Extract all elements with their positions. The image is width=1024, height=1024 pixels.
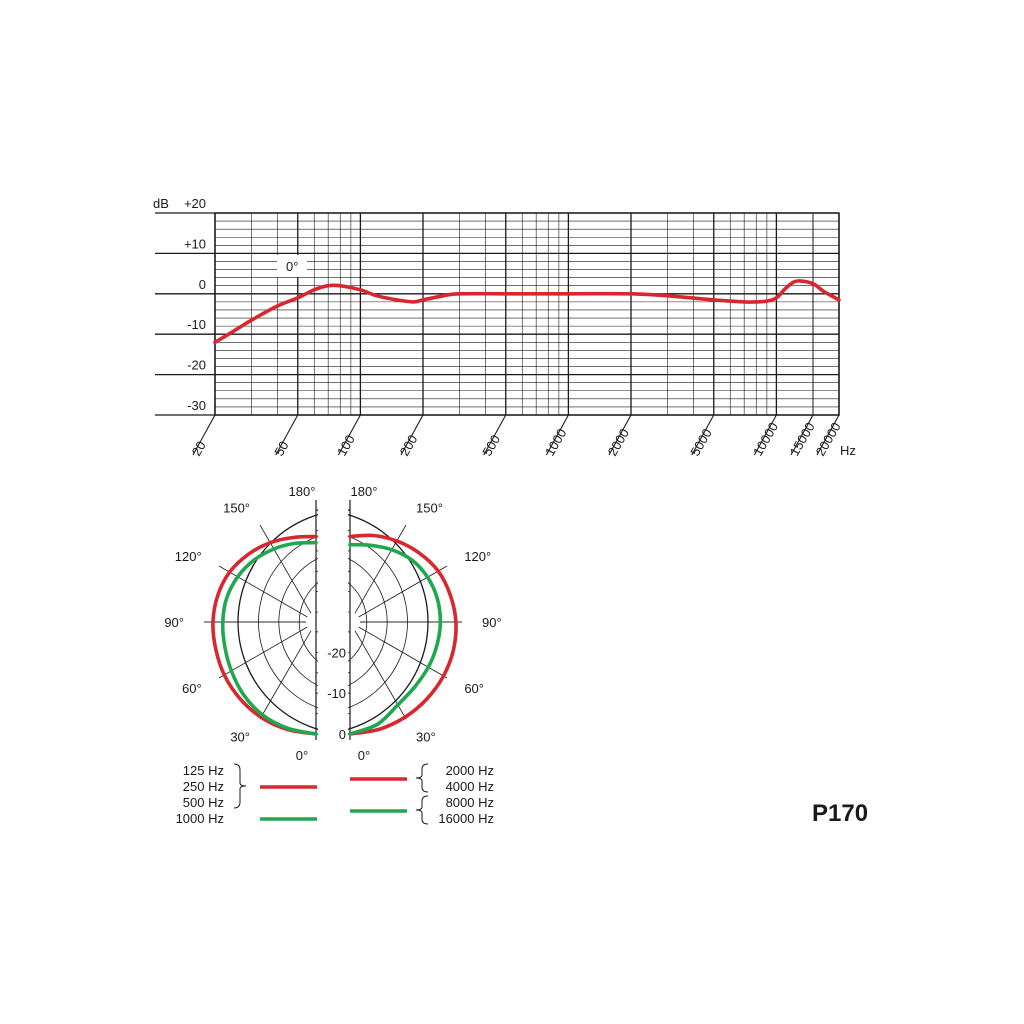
y-tick-label: -10 (187, 317, 206, 332)
polar-angle-label-right: 60° (464, 681, 484, 696)
polar-spoke (358, 626, 448, 679)
y-tick-label: +20 (184, 196, 206, 211)
polar-ring (237, 509, 351, 735)
frequency-chart-labels: 20 50 100 200 500 1000 2000 5000 10000 1500020000… (153, 196, 856, 459)
polar-angle-label-left: 150° (223, 501, 250, 516)
polar-spoke (259, 630, 312, 720)
polar-center-gap (318, 500, 348, 740)
x-tick-label: 20 (189, 438, 209, 458)
polar-ring (258, 530, 351, 714)
y-tick-label: 0 (199, 277, 206, 292)
polar-series (211, 533, 458, 736)
y-tick-label: -30 (187, 398, 206, 413)
legend-label: 125 Hz (183, 763, 224, 778)
x-tick-label: 2000 (605, 426, 632, 459)
x-tick-label: 15000 (787, 420, 818, 459)
x-tick-mark (608, 414, 632, 456)
polar-angle-label-right: 150° (416, 501, 443, 516)
polar-angle-label-right: 30° (416, 729, 436, 744)
x-tick-mark (790, 414, 814, 456)
x-tick-mark (192, 414, 216, 456)
x-tick-label: 100 (334, 432, 358, 458)
x-tick-mark (753, 414, 777, 456)
legend-label: 250 Hz (183, 779, 224, 794)
legend-label: 16000 Hz (438, 811, 494, 826)
x-tick-mark (545, 414, 569, 456)
polar-spoke (358, 565, 448, 618)
frequency-chart-grid (155, 212, 840, 416)
polar-angle-label-right: 0° (358, 748, 370, 763)
polar-angle-label-right: 120° (464, 549, 491, 564)
x-tick-mark (337, 414, 361, 456)
x-tick-mark (483, 414, 507, 456)
frequency-chart-series (213, 279, 841, 345)
polar-spoke (218, 565, 308, 618)
polar-angle-label-left: 120° (175, 549, 202, 564)
polar-angle-label-left: 30° (230, 729, 250, 744)
model-name: P170 (812, 800, 869, 827)
polar-pattern-line (348, 542, 443, 736)
x-tick-mark (691, 414, 715, 456)
y-tick-label: +10 (184, 236, 206, 251)
legend-brace (415, 795, 429, 825)
polar-angle-label-left: 180° (289, 484, 316, 499)
x-tick-label: 500 (479, 432, 503, 458)
x-tick-label: 50 (271, 438, 291, 458)
x-tick-label: 200 (397, 432, 421, 458)
polar-radial-label: 0 (339, 727, 346, 742)
x-tick-label: 1000 (542, 426, 569, 459)
x-tick-mark (816, 414, 840, 456)
y-axis-label: dB (153, 196, 169, 211)
legend-label: 2000 Hz (446, 763, 494, 778)
polar-angle-label-left: 0° (296, 748, 308, 763)
polar-labels: 180° 180° 150° 150° 120° 120° 90° 90° 60° 60° 30° 3… (164, 484, 501, 763)
polar-radial-label: -10 (327, 686, 346, 701)
legend-brace (233, 763, 247, 809)
polar-spoke (218, 626, 308, 679)
frequency-response-chart: 20 50 100 200 500 1000 2000 5000 10000 1500020000… (153, 196, 856, 459)
polar-angle-label-right: 180° (351, 484, 378, 499)
legend-brace (415, 763, 429, 793)
polar-angle-label-right: 90° (482, 615, 502, 630)
polar-pattern-line (348, 533, 458, 736)
legend-label: 500 Hz (183, 795, 224, 810)
polar-spoke (259, 524, 312, 614)
x-tick-mark (275, 414, 299, 456)
polar-pattern-chart: 180° 180° 150° 150° 120° 120° 90° 90° 60° 60° 30° 3… (164, 484, 501, 763)
legend-label: 4000 Hz (446, 779, 494, 794)
y-tick-label: -20 (187, 358, 206, 373)
x-axis-label: Hz (840, 443, 856, 458)
angle-annotation: 0° (286, 259, 298, 274)
legend-label: 8000 Hz (446, 795, 494, 810)
annotation-background (277, 255, 307, 277)
frequency-chart-frame (214, 212, 840, 416)
frequency-response-line (213, 279, 841, 345)
x-tick-mark (400, 414, 424, 456)
polar-grid (204, 500, 462, 740)
polar-pattern-line (220, 540, 318, 736)
polar-pattern-line (211, 534, 318, 736)
polar-angle-label-left: 60° (182, 681, 202, 696)
legend-label: 1000 Hz (176, 811, 224, 826)
x-tick-label: 5000 (687, 426, 714, 459)
polar-angle-label-left: 90° (164, 615, 184, 630)
x-tick-label: 10000 (750, 420, 781, 459)
polar-radial-label: -20 (327, 645, 346, 660)
